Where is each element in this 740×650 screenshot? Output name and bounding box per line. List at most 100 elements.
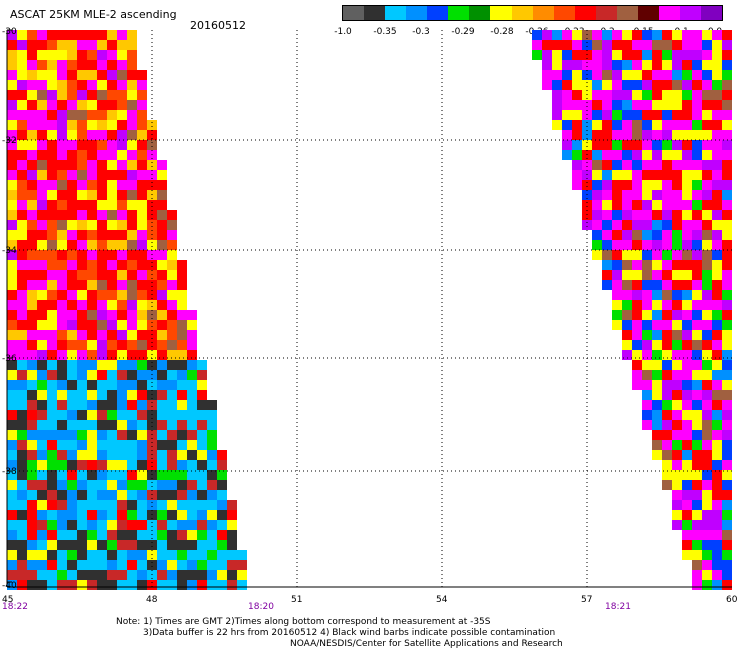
swath-cell [177,510,187,520]
swath-cell [27,360,37,370]
swath-cell [77,240,87,250]
swath-cell [37,450,47,460]
swath-cell [642,90,652,100]
swath-cell [187,570,197,580]
swath-cell [702,270,712,280]
swath-cell [712,530,722,540]
swath-cell [67,30,77,40]
swath-cell [712,470,722,480]
swath-cell [167,280,177,290]
swath-cell [137,490,147,500]
swath-cell [127,450,137,460]
swath-cell [147,480,157,490]
swath-cell [37,120,47,130]
swath-cell [692,570,702,580]
swath-cell [137,70,147,80]
swath-cell [177,520,187,530]
swath-cell [662,330,672,340]
swath-cell [77,420,87,430]
swath-cell [137,270,147,280]
map-date: 20160512 [190,19,246,32]
swath-cell [682,330,692,340]
swath-cell [7,340,17,350]
swath-cell [47,230,57,240]
swath-cell [692,550,702,560]
swath-cell [712,200,722,210]
swath-cell [672,150,682,160]
swath-cell [97,410,107,420]
swath-cell [107,430,117,440]
swath-cell [562,110,572,120]
swath-cell [137,290,147,300]
swath-cell [7,200,17,210]
swath-cell [107,390,117,400]
swath-cell [157,270,167,280]
swath-cell [137,80,147,90]
swath-cell [27,90,37,100]
swath-cell [157,320,167,330]
swath-cell [602,50,612,60]
swath-cell [107,260,117,270]
swath-cell [57,560,67,570]
swath-cell [622,210,632,220]
swath-cell [77,200,87,210]
swath-cell [107,540,117,550]
swath-cell [117,550,127,560]
swath-cell [97,460,107,470]
swath-cell [87,80,97,90]
swath-cell [117,460,127,470]
swath-cell [37,480,47,490]
swath-cell [622,100,632,110]
swath-cell [117,300,127,310]
swath-cell [127,370,137,380]
swath-cell [652,400,662,410]
swath-cell [67,480,77,490]
swath-cell [97,360,107,370]
swath-cell [712,250,722,260]
swath-cell [157,520,167,530]
swath-cell [642,270,652,280]
swath-cell [177,390,187,400]
swath-cell [692,320,702,330]
swath-cell [622,220,632,230]
swath-cell [692,60,702,70]
swath-cell [87,150,97,160]
swath-cell [167,260,177,270]
swath-cell [177,470,187,480]
swath-cell [67,340,77,350]
swath-cell [642,70,652,80]
swath-cell [177,570,187,580]
swath-cell [217,540,227,550]
swath-cell [67,150,77,160]
swath-cell [572,40,582,50]
swath-cell [712,540,722,550]
swath-cell [702,400,712,410]
swath-cell [137,280,147,290]
swath-cell [177,350,187,360]
swath-cell [682,250,692,260]
swath-cell [712,70,722,80]
swath-cell [77,330,87,340]
swath-cell [67,400,77,410]
swath-cell [722,240,732,250]
swath-cell [642,150,652,160]
swath-cell [177,330,187,340]
swath-cell [712,330,722,340]
swath-cell [652,200,662,210]
swath-cell [712,560,722,570]
swath-cell [167,300,177,310]
swath-cell [722,490,732,500]
swath-cell [7,400,17,410]
swath-cell [77,530,87,540]
swath-cell [612,50,622,60]
swath-cell [712,500,722,510]
swath-cell [692,250,702,260]
swath-cell [612,200,622,210]
swath-cell [37,500,47,510]
swath-cell [27,30,37,40]
swath-cell [27,180,37,190]
swath-cell [177,320,187,330]
swath-cell [672,240,682,250]
swath-cell [632,300,642,310]
swath-cell [17,230,27,240]
